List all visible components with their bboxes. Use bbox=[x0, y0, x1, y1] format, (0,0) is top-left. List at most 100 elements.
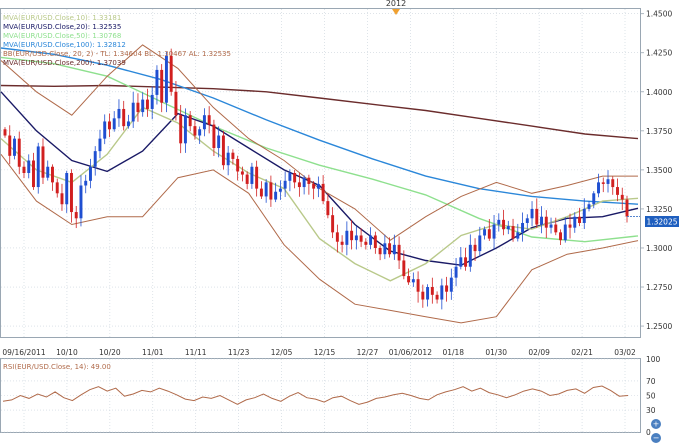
date-tick-label: 09/16/2011 bbox=[2, 348, 45, 357]
candle-body bbox=[397, 244, 401, 261]
price-tick-label: 1.3250 bbox=[646, 205, 672, 214]
candle-body bbox=[136, 102, 140, 113]
rsi-tick-label: 100 bbox=[646, 355, 661, 364]
svg-text:+: + bbox=[653, 420, 660, 429]
candle-body bbox=[264, 182, 268, 197]
candle-body bbox=[369, 235, 373, 245]
price-tick-label: 1.4000 bbox=[646, 88, 672, 97]
candle-body bbox=[407, 276, 411, 283]
candle-body bbox=[611, 179, 615, 188]
zoom-out-icon[interactable]: − bbox=[651, 433, 661, 443]
candle-body bbox=[340, 241, 344, 245]
candle-body bbox=[112, 118, 116, 130]
rsi-tick-label: 0 bbox=[646, 428, 651, 437]
candle-body bbox=[582, 208, 586, 223]
price-tick-label: 1.3000 bbox=[646, 244, 672, 253]
candle-body bbox=[288, 173, 292, 181]
date-tick-label: 11/01 bbox=[142, 348, 164, 357]
candle-body bbox=[606, 179, 610, 184]
candle-body bbox=[312, 183, 316, 189]
candle-body bbox=[164, 55, 168, 103]
candle-body bbox=[445, 285, 449, 292]
indicator-line bbox=[0, 106, 639, 282]
price-panel-frame bbox=[0, 8, 641, 338]
indicator-line bbox=[0, 153, 639, 324]
candle-body bbox=[492, 224, 496, 239]
rsi-axis: 100 70 50 30 0 bbox=[646, 355, 661, 437]
candle-body bbox=[378, 247, 382, 255]
candle-body bbox=[74, 212, 78, 219]
candle-body bbox=[150, 94, 154, 109]
candle-body bbox=[212, 124, 216, 149]
candle-body bbox=[259, 188, 263, 197]
zoom-in-icon[interactable]: + bbox=[651, 419, 661, 429]
candle-body bbox=[145, 99, 149, 109]
candle-body bbox=[426, 287, 430, 300]
candle-body bbox=[126, 121, 130, 127]
year-marker-icon bbox=[392, 9, 400, 15]
candle-body bbox=[578, 216, 581, 223]
price-tick-label: 1.3500 bbox=[646, 166, 672, 175]
candle-body bbox=[297, 182, 301, 188]
candle-body bbox=[3, 129, 7, 136]
current-price-value: 1.32025 bbox=[646, 218, 677, 227]
candle-body bbox=[226, 152, 230, 166]
candle-body bbox=[535, 208, 539, 225]
date-tick-label: 12/15 bbox=[314, 348, 336, 357]
candle-body bbox=[478, 235, 482, 252]
current-price-tag: 1.32025 bbox=[645, 216, 679, 227]
candle-body bbox=[473, 244, 477, 252]
price-tick-label: 1.4250 bbox=[646, 49, 672, 58]
candle-body bbox=[511, 226, 515, 239]
date-tick-label: 02/09 bbox=[528, 348, 550, 357]
legend-mva100: MVA(EUR/USD.Close,100): 1.32812 bbox=[3, 41, 126, 49]
candle-body bbox=[430, 287, 434, 295]
candle-body bbox=[307, 177, 311, 184]
legend-mva200: MVA(EUR/USD.Close,200): 1.37039 bbox=[3, 59, 126, 67]
candle-body bbox=[316, 183, 320, 189]
candle-body bbox=[32, 160, 35, 188]
legend: MVA(EUR/USD.Close,10): 1.33181 MVA(EUR/U… bbox=[3, 14, 231, 67]
svg-text:−: − bbox=[653, 434, 660, 443]
date-tick-label: 12/27 bbox=[357, 348, 379, 357]
candlesticks bbox=[3, 48, 640, 310]
candle-body bbox=[174, 91, 178, 116]
candle-body bbox=[46, 166, 50, 178]
date-axis: 09/16/2011 10/10 10/20 11/01 11/11 11/23 12/05… bbox=[2, 348, 636, 357]
candle-body bbox=[597, 182, 600, 194]
date-tick-label: 10/20 bbox=[99, 348, 121, 357]
legend-mva20: MVA(EUR/USD.Close,20): 1.32535 bbox=[3, 23, 121, 31]
candle-body bbox=[402, 260, 406, 277]
candle-body bbox=[103, 121, 107, 139]
candle-body bbox=[60, 193, 64, 205]
candle-body bbox=[155, 69, 159, 95]
candle-body bbox=[217, 135, 221, 149]
candle-body bbox=[84, 180, 88, 186]
candle-body bbox=[27, 160, 31, 173]
candle-body bbox=[573, 216, 577, 228]
candle-body bbox=[17, 138, 21, 167]
candle-body bbox=[483, 229, 487, 236]
candle-body bbox=[364, 241, 368, 245]
candle-body bbox=[435, 294, 439, 300]
rsi-label: RSI(EUR/USD.Close, 14): 49.00 bbox=[3, 363, 111, 371]
candle-body bbox=[13, 138, 16, 156]
legend-mva50: MVA(EUR/USD.Close,50): 1.30768 bbox=[3, 32, 121, 40]
price-axis: 1.4500 1.4250 1.4000 1.3750 1.3500 1.3250 1.30… bbox=[640, 10, 672, 331]
candle-body bbox=[421, 291, 425, 300]
rsi-series-line bbox=[2, 385, 629, 405]
candle-body bbox=[240, 171, 244, 175]
candle-body bbox=[183, 115, 187, 144]
candle-body bbox=[188, 115, 192, 127]
candle-body bbox=[36, 146, 40, 188]
candle-body bbox=[41, 146, 45, 178]
rsi-panel-frame bbox=[0, 358, 641, 433]
candle-body bbox=[278, 188, 282, 192]
date-tick-label: 02/21 bbox=[571, 348, 593, 357]
legend-mva10: MVA(EUR/USD.Close,10): 1.33181 bbox=[3, 14, 121, 22]
candle-body bbox=[250, 166, 254, 184]
candle-body bbox=[335, 232, 339, 242]
candle-body bbox=[530, 208, 534, 219]
candle-body bbox=[255, 166, 259, 189]
legend-bollinger: BB(EUR/USD.Close, 20, 2) - TL: 1.34604 B… bbox=[3, 50, 231, 58]
